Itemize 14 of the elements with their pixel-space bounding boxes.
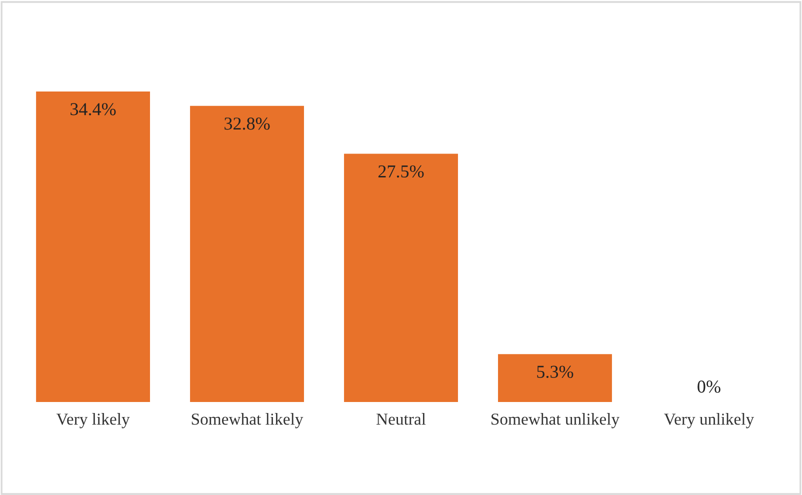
bar — [36, 91, 150, 402]
x-tick-label: Very likely — [56, 413, 130, 428]
bar — [344, 154, 458, 402]
x-tick-label: Somewhat likely — [192, 413, 304, 428]
x-tick-label: Somewhat unlikely — [492, 413, 620, 428]
data-label: 32.8% — [224, 118, 270, 130]
data-label: 34.4% — [70, 103, 116, 116]
data-label: 0% — [698, 380, 720, 393]
bar — [190, 106, 304, 402]
x-tick-label: Neutral — [376, 413, 426, 425]
x-tick-label: Very unlikely — [664, 413, 754, 428]
data-label: 5.3% — [537, 366, 574, 378]
data-label: 27.5% — [378, 165, 424, 178]
bar — [498, 354, 612, 402]
